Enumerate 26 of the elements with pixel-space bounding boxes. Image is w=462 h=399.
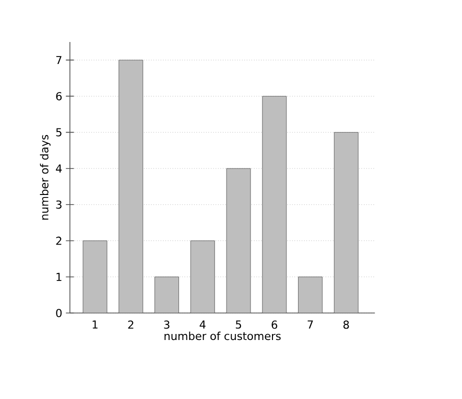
x-tick-label: 6 <box>272 320 278 329</box>
x-axis-title: number of customers <box>164 332 281 340</box>
bar <box>118 60 144 313</box>
y-axis-title: number of days <box>40 134 51 220</box>
x-tick-label: 3 <box>164 320 170 329</box>
y-tick-label: 5 <box>56 128 62 136</box>
y-tick-label: 6 <box>56 92 62 100</box>
y-tick-label: 2 <box>56 236 62 245</box>
bar <box>190 240 215 313</box>
x-tick-label: 2 <box>128 320 134 329</box>
x-tick-label: 1 <box>92 320 98 329</box>
y-tick-label: 0 <box>56 308 62 318</box>
y-tick-label: 7 <box>56 56 62 64</box>
bar <box>82 240 108 313</box>
x-tick-label: 5 <box>236 320 242 329</box>
y-tick-label: 1 <box>56 272 62 281</box>
bar <box>154 276 179 313</box>
y-tick-label: 4 <box>56 164 62 172</box>
bar <box>298 276 322 313</box>
bar <box>262 96 287 313</box>
x-tick-label: 8 <box>343 320 349 329</box>
x-tick-label: 4 <box>200 320 206 329</box>
bar <box>226 168 251 313</box>
x-tick-label: 7 <box>308 320 313 329</box>
bar <box>334 132 358 313</box>
y-tick-label: 3 <box>56 200 62 209</box>
